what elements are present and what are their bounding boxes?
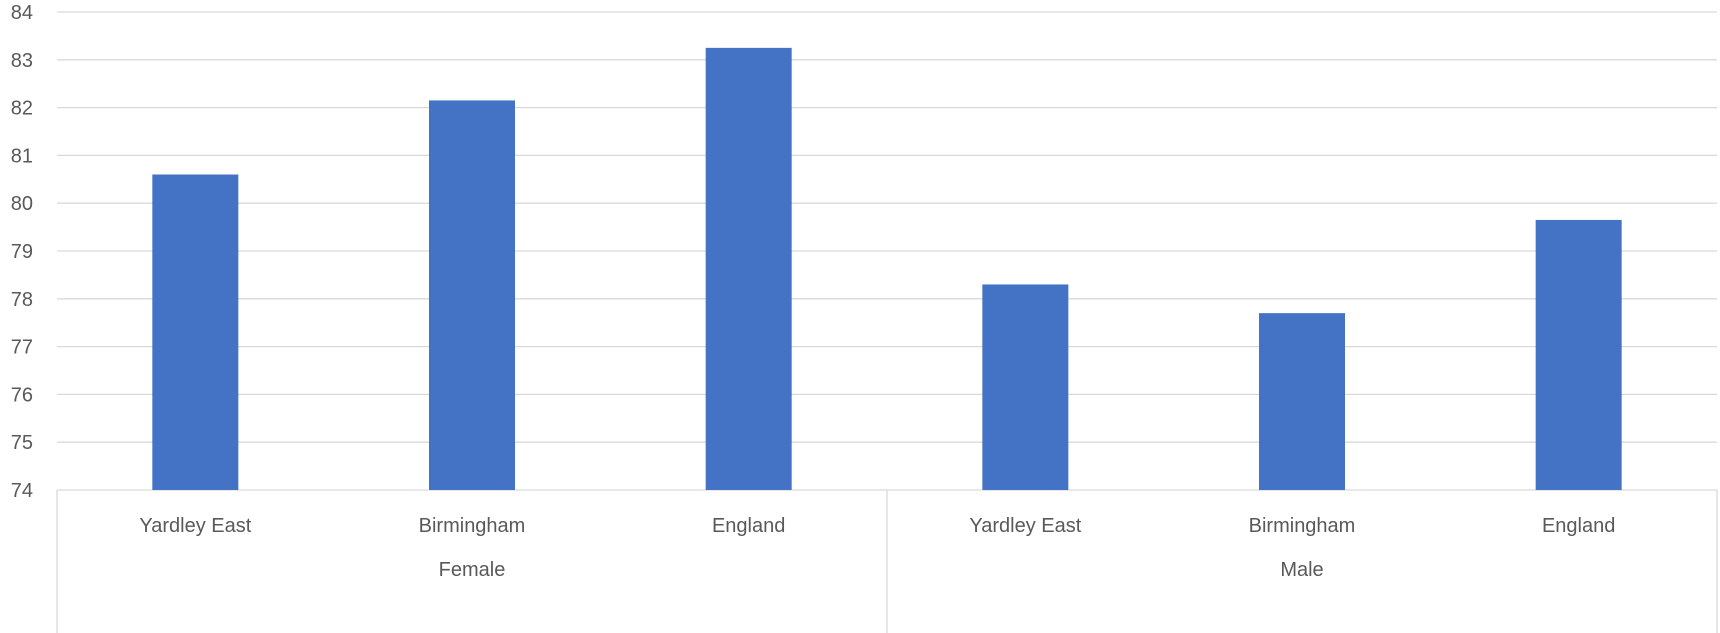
y-tick-label: 79: [11, 241, 33, 263]
y-tick-label: 81: [11, 145, 33, 167]
gridlines: [57, 11, 1717, 491]
bar-female-yardley-east: [152, 174, 239, 490]
x-axis: Yardley East Birmingham England Female Yardl…: [56, 490, 1718, 633]
y-tick-label: 77: [11, 337, 33, 359]
x-category-label: Birmingham: [419, 515, 526, 537]
bars: [152, 47, 1622, 491]
bar-male-england: [1535, 219, 1622, 490]
bar-male-yardley-east: [982, 284, 1069, 490]
x-category-label: Yardley East: [969, 515, 1081, 537]
bar-female-birmingham: [429, 100, 515, 491]
bar-female-england: [705, 47, 792, 490]
y-tick-label: 80: [11, 193, 33, 215]
y-tick-label: 78: [11, 289, 33, 311]
y-tick-label: 74: [11, 480, 33, 502]
y-tick-label: 84: [11, 2, 33, 24]
y-tick-label: 76: [11, 384, 33, 406]
y-tick-label: 75: [11, 432, 33, 454]
bar-male-birmingham: [1259, 313, 1345, 490]
x-group-label: Male: [1280, 559, 1323, 581]
x-category-label: Yardley East: [139, 515, 251, 537]
x-category-label: England: [712, 515, 785, 537]
x-category-label: England: [1542, 515, 1615, 537]
y-axis: 74 75 76 77 78 79 80 81 82 83 84: [11, 2, 33, 502]
y-tick-label: 83: [11, 50, 33, 72]
x-category-label: Birmingham: [1249, 515, 1356, 537]
x-group-label: Female: [439, 559, 506, 581]
y-tick-label: 82: [11, 98, 33, 120]
